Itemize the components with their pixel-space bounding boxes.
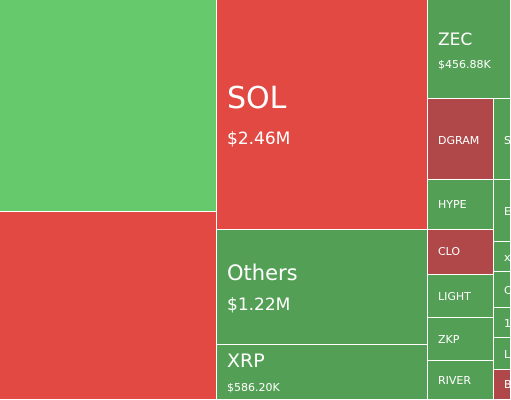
tile-b-partial-symbol: B — [504, 378, 511, 391]
tile-hype[interactable]: HYPE — [428, 180, 494, 230]
tile-e-partial-symbol: E — [504, 205, 511, 218]
tile-xrp-value: $586.20K — [227, 381, 280, 394]
tile-l-partial[interactable]: L — [494, 338, 511, 370]
tile-river-symbol: RIVER — [438, 374, 472, 387]
tile-c-partial-symbol: C — [504, 284, 511, 297]
tile-sol[interactable]: SOL $2.46M — [217, 0, 428, 230]
tile-dgram[interactable]: DGRAM — [428, 99, 494, 180]
tile-l-partial-symbol: L — [504, 348, 511, 361]
tile-others[interactable]: Others $1.22M — [217, 230, 428, 345]
tile-light-symbol: LIGHT — [438, 290, 471, 303]
tile-others-symbol: Others — [227, 261, 298, 285]
tile-hype-symbol: HYPE — [438, 198, 467, 211]
tile-zkp-symbol: ZKP — [438, 333, 460, 346]
tile-s-partial[interactable]: S — [494, 99, 511, 180]
tile-s-partial-symbol: S — [504, 134, 511, 147]
tile-e-partial[interactable]: E — [494, 180, 511, 242]
tile-one-partial-symbol: 1 — [504, 317, 511, 330]
tile-zec[interactable]: ZEC $456.88K — [428, 0, 511, 99]
tile-xrp-symbol: XRP — [227, 350, 265, 372]
tile-x-partial[interactable]: x — [494, 242, 511, 272]
tile-river[interactable]: RIVER — [428, 361, 494, 400]
tile-sol-value: $2.46M — [227, 129, 291, 149]
tile-sol-symbol: SOL — [227, 81, 287, 116]
tile-light[interactable]: LIGHT — [428, 275, 494, 318]
tile-zec-value: $456.88K — [438, 58, 491, 71]
tile-others-value: $1.22M — [227, 295, 291, 315]
tile-dgram-symbol: DGRAM — [438, 134, 480, 147]
tile-x-partial-symbol: x — [504, 251, 511, 264]
tile-top-left[interactable] — [0, 0, 217, 212]
tile-clo-symbol: CLO — [438, 245, 461, 258]
tile-zec-symbol: ZEC — [438, 30, 473, 50]
tile-b-partial[interactable]: B — [494, 370, 511, 400]
tile-bottom-left[interactable] — [0, 212, 217, 400]
tile-one-partial[interactable]: 1 — [494, 308, 511, 338]
tile-c-partial[interactable]: C — [494, 272, 511, 308]
tile-zkp[interactable]: ZKP — [428, 318, 494, 361]
tile-xrp[interactable]: XRP $586.20K — [217, 345, 428, 400]
tile-clo[interactable]: CLO — [428, 230, 494, 275]
